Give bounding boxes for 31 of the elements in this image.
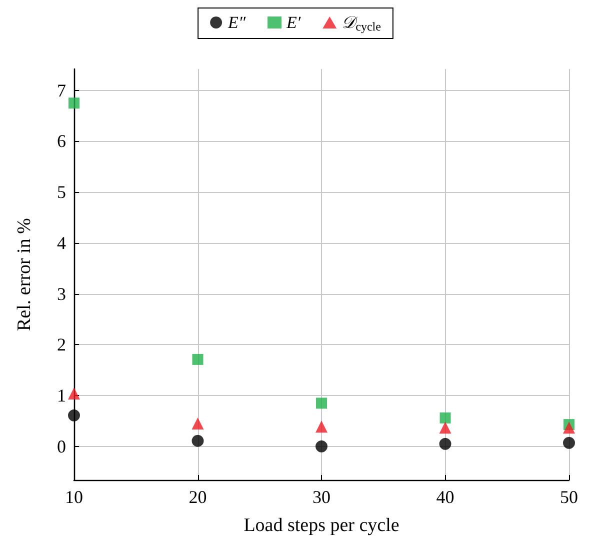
y-tick-label: 5 xyxy=(57,182,66,202)
x-tick-label: 50 xyxy=(560,487,578,507)
point xyxy=(563,436,575,449)
y-axis-title: Rel. error in % xyxy=(14,218,35,331)
y-tick-label: 0 xyxy=(57,436,66,456)
y-tick-label: 2 xyxy=(57,334,66,355)
y-tick-label: 3 xyxy=(57,284,66,304)
point xyxy=(316,420,328,433)
point xyxy=(192,354,204,365)
y-tick-label: 4 xyxy=(57,232,66,253)
x-tick-label: 20 xyxy=(188,487,207,507)
point xyxy=(68,98,80,109)
point xyxy=(192,418,204,430)
point xyxy=(439,422,452,434)
y-tick-label: 1 xyxy=(57,386,66,406)
x-tick-label: 30 xyxy=(312,487,330,507)
x-tick-label: 40 xyxy=(436,487,454,507)
point xyxy=(563,422,575,434)
x-axis-title: Load steps per cycle xyxy=(244,515,400,536)
point xyxy=(192,434,204,447)
point xyxy=(68,409,80,422)
point xyxy=(440,412,451,424)
point xyxy=(68,388,80,400)
y-tick-label: 7 xyxy=(57,80,66,100)
legend-label: E″ xyxy=(227,13,246,32)
x-tick-label: 10 xyxy=(65,487,83,507)
point xyxy=(439,438,452,450)
legend-label: E′ xyxy=(286,13,301,32)
point xyxy=(316,440,328,452)
y-tick-label: 6 xyxy=(57,131,66,152)
point xyxy=(316,398,327,409)
